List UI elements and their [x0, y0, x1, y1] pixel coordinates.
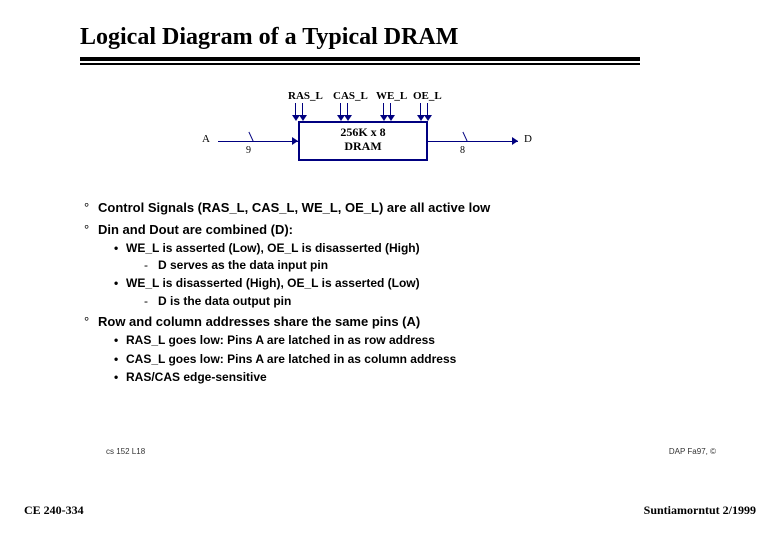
- footer-course-code: CE 240-334: [24, 503, 84, 518]
- bus-line-a: [218, 141, 298, 142]
- bullet-1-text: Control Signals (RAS_L, CAS_L, WE_L, OE_…: [98, 200, 490, 215]
- bullet-3a-text: RAS_L goes low: Pins A are latched in as…: [126, 333, 435, 347]
- bullet-2a: •WE_L is asserted (Low), OE_L is disasse…: [114, 240, 640, 256]
- bullet-2b1-text: D is the data output pin: [158, 294, 291, 308]
- source-note-left: cs 152 L18: [106, 447, 145, 456]
- bullet-2b1: -D is the data output pin: [144, 293, 640, 309]
- dram-box-line2: DRAM: [300, 140, 426, 154]
- bullet-2-text: Din and Dout are combined (D):: [98, 222, 293, 237]
- dram-box-line1: 256K x 8: [300, 126, 426, 140]
- bus-label-a: A: [202, 133, 210, 145]
- bullet-2b-text: WE_L is disasserted (High), OE_L is asse…: [126, 276, 420, 290]
- bullet-1: °Control Signals (RAS_L, CAS_L, WE_L, OE…: [84, 199, 640, 217]
- bullet-2a1-text: D serves as the data input pin: [158, 258, 328, 272]
- bus-width-d: 8: [460, 145, 465, 156]
- bullet-content: °Control Signals (RAS_L, CAS_L, WE_L, OE…: [80, 199, 640, 385]
- source-note-right: DAP Fa97, ©: [669, 447, 716, 456]
- signal-label: RAS_L: [288, 90, 323, 102]
- dram-diagram: RAS_L CAS_L WE_L OE_L 256K x 8DRAM A 9 8 D: [98, 83, 658, 193]
- bullet-2a-text: WE_L is asserted (Low), OE_L is disasser…: [126, 241, 420, 255]
- signal-label: OE_L: [413, 90, 442, 102]
- bullet-3a: •RAS_L goes low: Pins A are latched in a…: [114, 332, 640, 348]
- dram-box: 256K x 8DRAM: [298, 121, 428, 161]
- page-title: Logical Diagram of a Typical DRAM: [80, 24, 732, 51]
- bus-label-d: D: [524, 133, 532, 145]
- title-rule-thick: [80, 57, 640, 61]
- signal-label: CAS_L: [333, 90, 368, 102]
- bullet-3: °Row and column addresses share the same…: [84, 313, 640, 331]
- bullet-3c-text: RAS/CAS edge-sensitive: [126, 370, 267, 384]
- bullet-3-text: Row and column addresses share the same …: [98, 314, 420, 329]
- slide: Logical Diagram of a Typical DRAM RAS_L C…: [0, 0, 780, 540]
- bullet-2a1: -D serves as the data input pin: [144, 257, 640, 273]
- footer-author-date: Suntiamorntut 2/1999: [644, 503, 756, 518]
- bullet-3b-text: CAS_L goes low: Pins A are latched in as…: [126, 352, 456, 366]
- title-rule-thin: [80, 63, 640, 65]
- signal-label: WE_L: [376, 90, 407, 102]
- bus-line-d: [428, 141, 518, 142]
- arrow-right-icon: [292, 137, 298, 145]
- bullet-2: °Din and Dout are combined (D):: [84, 221, 640, 239]
- bullet-3b: •CAS_L goes low: Pins A are latched in a…: [114, 351, 640, 367]
- bullet-3c: •RAS/CAS edge-sensitive: [114, 369, 640, 385]
- bus-width-a: 9: [246, 145, 251, 156]
- arrow-right-icon: [512, 137, 518, 145]
- bullet-2b: •WE_L is disasserted (High), OE_L is ass…: [114, 275, 640, 291]
